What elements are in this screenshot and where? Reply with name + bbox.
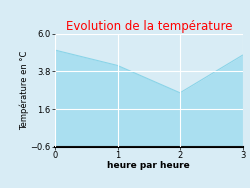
- Y-axis label: Température en °C: Température en °C: [20, 51, 29, 130]
- X-axis label: heure par heure: heure par heure: [108, 161, 190, 170]
- Title: Evolution de la température: Evolution de la température: [66, 20, 232, 33]
